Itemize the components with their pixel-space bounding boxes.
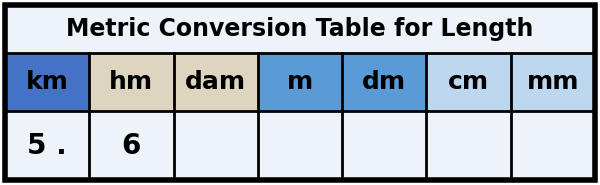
Bar bbox=[89, 111, 173, 180]
Bar bbox=[89, 53, 173, 111]
Text: dm: dm bbox=[362, 70, 406, 94]
Text: Metric Conversion Table for Length: Metric Conversion Table for Length bbox=[67, 17, 533, 41]
Text: dam: dam bbox=[185, 70, 246, 94]
Text: 5 .: 5 . bbox=[27, 132, 67, 159]
Bar bbox=[258, 53, 342, 111]
Bar bbox=[427, 111, 511, 180]
Bar bbox=[511, 111, 595, 180]
Bar bbox=[5, 5, 595, 53]
Bar bbox=[511, 53, 595, 111]
Bar bbox=[5, 53, 89, 111]
Text: 6: 6 bbox=[122, 132, 141, 159]
Text: mm: mm bbox=[527, 70, 579, 94]
Bar bbox=[258, 111, 342, 180]
Bar bbox=[342, 111, 427, 180]
Bar bbox=[173, 53, 258, 111]
Bar bbox=[5, 111, 89, 180]
Text: km: km bbox=[26, 70, 68, 94]
Bar bbox=[342, 53, 427, 111]
Text: m: m bbox=[287, 70, 313, 94]
Text: hm: hm bbox=[109, 70, 154, 94]
Bar bbox=[173, 111, 258, 180]
Text: cm: cm bbox=[448, 70, 489, 94]
Bar bbox=[427, 53, 511, 111]
